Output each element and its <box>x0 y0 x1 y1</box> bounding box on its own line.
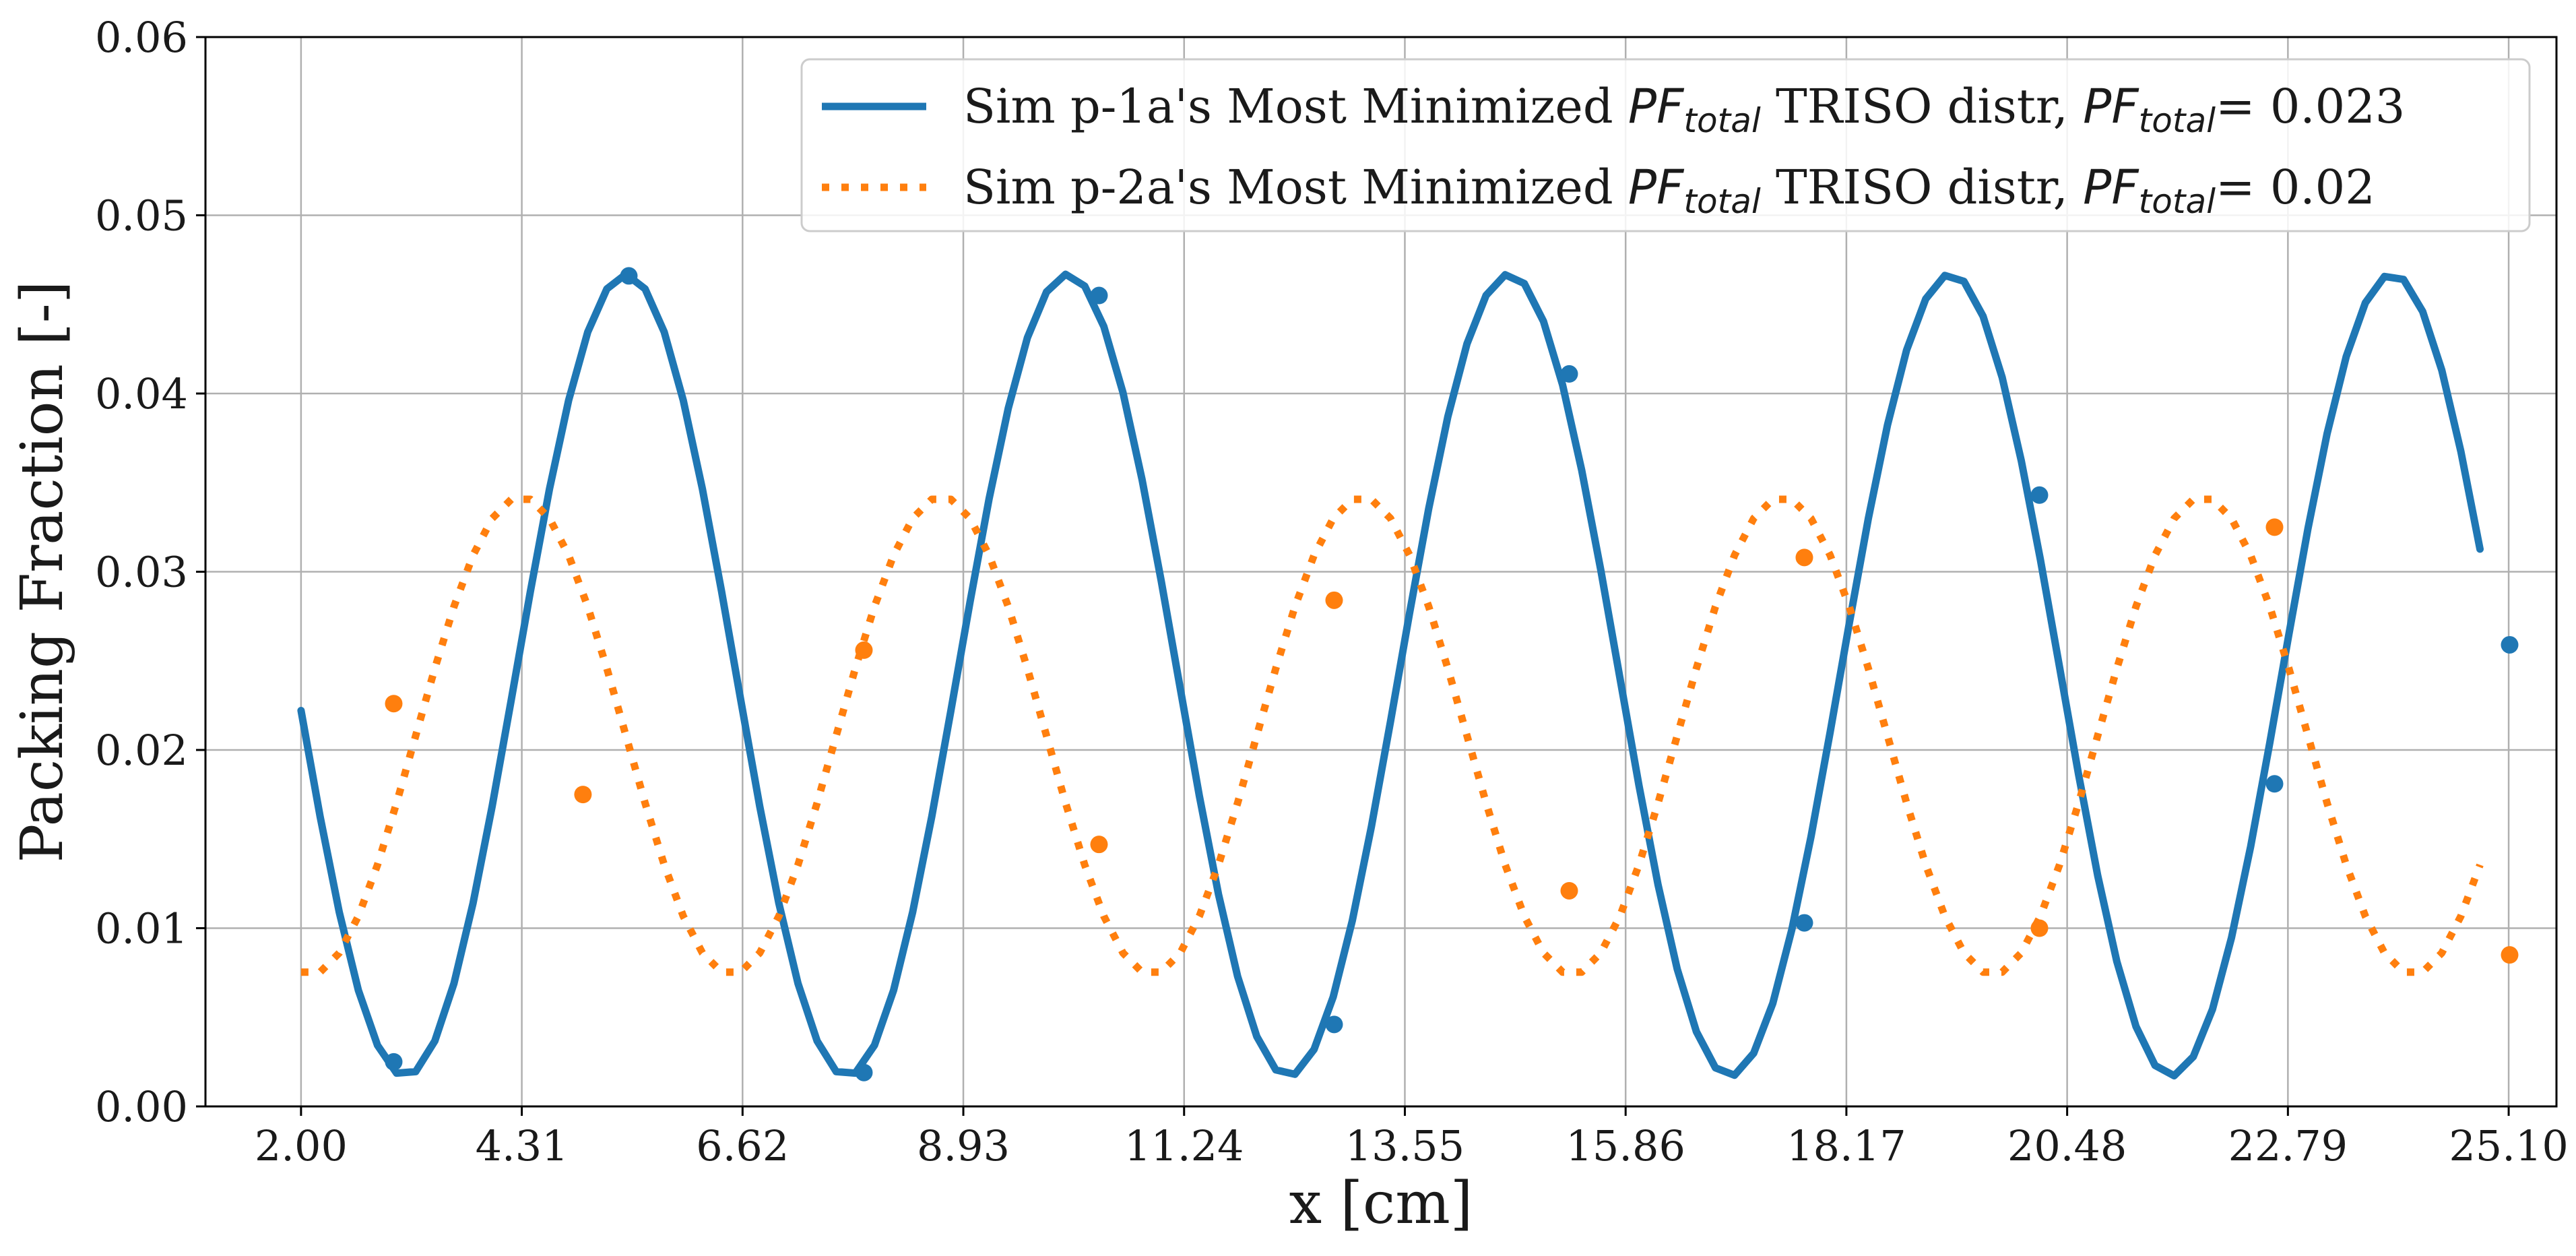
x-tick-label: 18.17 <box>1786 1121 1906 1170</box>
legend-label-series-1: Sim p-1a's Most Minimized PFtotal TRISO … <box>963 79 2405 140</box>
x-tick-label: 8.93 <box>917 1121 1010 1170</box>
y-tick-label: 0.00 <box>95 1082 188 1131</box>
x-tick-label: 13.55 <box>1345 1121 1465 1170</box>
legend: Sim p-1a's Most Minimized PFtotal TRISO … <box>800 58 2531 232</box>
legend-subscript: total <box>2139 182 2216 221</box>
series-1-marker <box>855 1063 873 1081</box>
x-tick-label: 22.79 <box>2228 1121 2348 1170</box>
legend-text-part: TRISO distr, <box>1761 79 2083 134</box>
series-2-marker <box>2501 946 2519 964</box>
legend-text-part: PF <box>2083 79 2139 134</box>
legend-text-part: TRISO distr, <box>1761 160 2083 215</box>
series-layer <box>297 267 2519 1081</box>
series-2-marker <box>1090 836 1108 854</box>
series-1-marker <box>1560 365 1578 383</box>
series-1-marker <box>385 1053 403 1071</box>
y-tick-label: 0.06 <box>95 13 188 62</box>
legend-text-part: = 0.023 <box>2216 79 2405 134</box>
series-2-marker <box>855 641 873 659</box>
x-tick-label: 25.10 <box>2449 1121 2569 1170</box>
y-tick-label: 0.02 <box>95 726 188 775</box>
legend-box <box>800 58 2531 232</box>
series-2-marker <box>1560 881 1578 900</box>
series-1-marker <box>2030 486 2049 504</box>
y-tick-label: 0.03 <box>95 548 188 597</box>
x-tick-label: 2.00 <box>255 1121 348 1170</box>
series-1-marker <box>1090 286 1108 305</box>
y-tick-label: 0.01 <box>95 904 188 953</box>
legend-text-part: PF <box>1628 79 1685 134</box>
series-2-marker <box>1325 591 1343 609</box>
y-axis-title: Packing Fraction [-] <box>9 281 76 863</box>
series-1-marker <box>1325 1015 1343 1034</box>
x-axis-title: x [cm] <box>1289 1170 1473 1237</box>
y-tick-label: 0.05 <box>95 191 188 241</box>
legend-text-part: = 0.02 <box>2216 160 2375 215</box>
legend-subscript: total <box>1683 182 1760 221</box>
y-tick-label: 0.04 <box>95 369 188 418</box>
legend-subscript: total <box>2139 101 2216 140</box>
legend-subscript: total <box>1683 101 1760 140</box>
legend-text-part: Sim p-2a's Most Minimized <box>963 160 1628 215</box>
series-2-marker <box>574 786 592 804</box>
series-1-marker <box>2501 635 2519 654</box>
series-1-marker <box>620 267 638 285</box>
legend-label-series-2: Sim p-2a's Most Minimized PFtotal TRISO … <box>963 160 2375 221</box>
series-2-marker <box>2030 919 2049 937</box>
series-2-marker <box>2265 518 2284 536</box>
series-1-marker <box>2265 775 2284 793</box>
x-tick-label: 6.62 <box>696 1121 789 1170</box>
x-tick-label: 15.86 <box>1566 1121 1685 1170</box>
legend-text-part: PF <box>1628 160 1685 215</box>
legend-text-part: Sim p-1a's Most Minimized <box>963 79 1628 134</box>
x-tick-label: 4.31 <box>476 1121 569 1170</box>
series-2-marker <box>385 695 403 713</box>
series-2-line <box>300 495 2484 976</box>
series-1-marker <box>1795 914 1813 932</box>
axis-ticks: 2.00 4.31 6.62 8.93 11.24 13.55 15.86 18.17 20.4… <box>95 13 2569 1170</box>
series-1-line <box>297 270 2484 1079</box>
series-2-marker <box>1795 548 1813 567</box>
x-tick-label: 11.24 <box>1124 1121 1244 1170</box>
legend-text-part: PF <box>2083 160 2139 215</box>
x-tick-label: 20.48 <box>2007 1121 2127 1170</box>
